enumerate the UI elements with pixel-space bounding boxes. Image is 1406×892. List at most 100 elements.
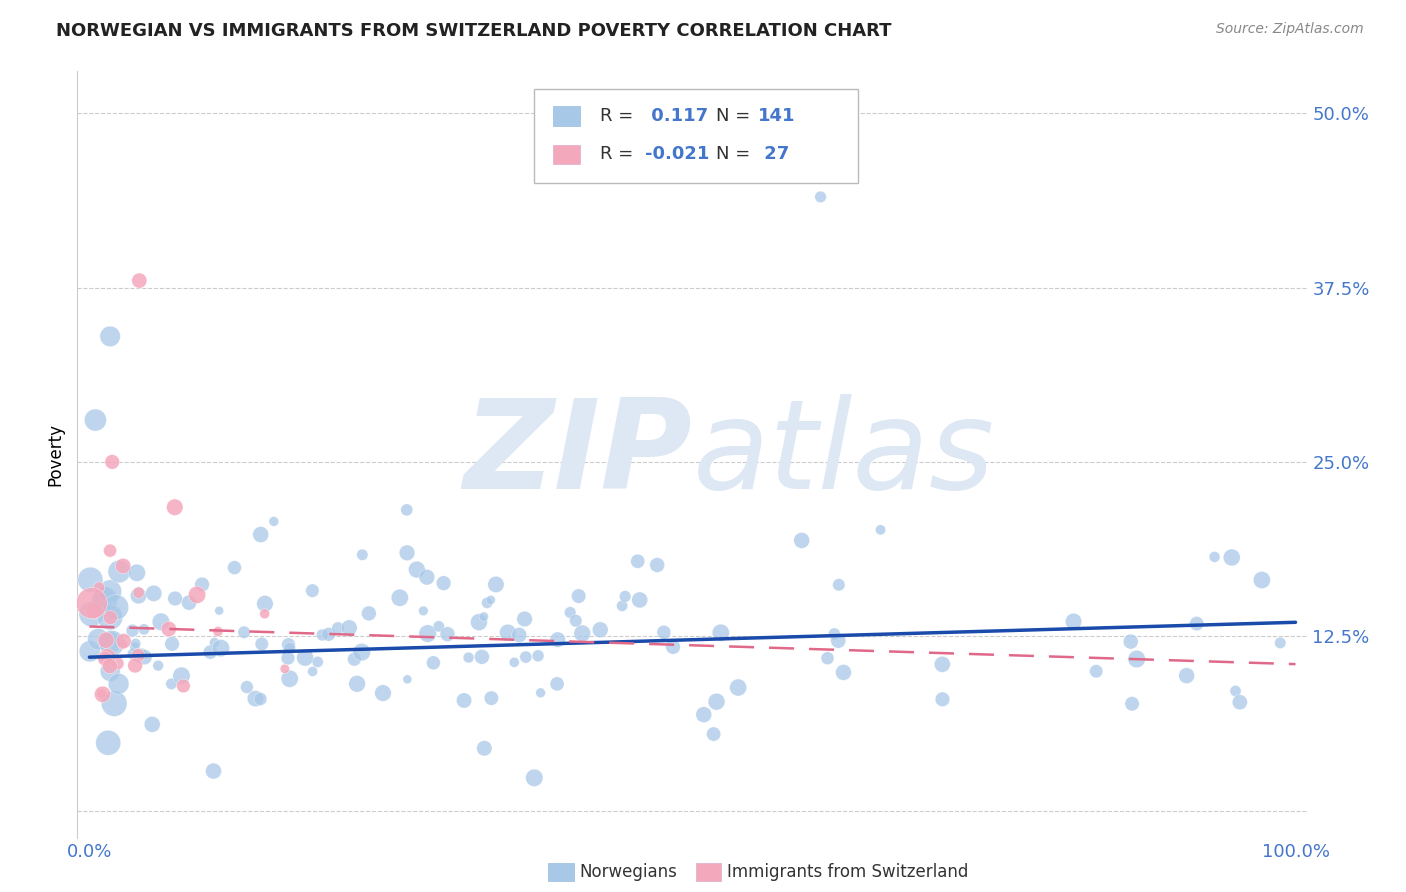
Point — [160, 637, 183, 651]
Point — [94, 633, 117, 648]
Point — [1121, 697, 1143, 711]
Point — [869, 523, 891, 537]
Point — [496, 625, 519, 640]
Point — [125, 566, 148, 580]
Point — [127, 648, 149, 663]
Point — [277, 638, 299, 652]
Point — [301, 583, 323, 598]
Point — [357, 607, 380, 621]
Point — [1175, 668, 1198, 682]
Point — [125, 636, 148, 650]
Point — [149, 615, 172, 629]
Point — [79, 573, 101, 587]
Point — [80, 607, 103, 621]
Point — [202, 764, 225, 778]
Point — [817, 651, 839, 665]
Point — [87, 632, 110, 647]
Point — [1229, 695, 1251, 709]
Point — [98, 610, 121, 624]
Point — [107, 677, 129, 691]
Point — [1270, 636, 1292, 650]
Point — [134, 650, 156, 665]
Point — [141, 717, 163, 731]
Point — [209, 641, 232, 656]
Point — [523, 771, 546, 785]
Point — [565, 614, 588, 628]
Point — [263, 515, 285, 529]
Point — [208, 604, 231, 618]
Point — [1063, 615, 1085, 629]
Point — [93, 591, 115, 605]
Point — [832, 665, 855, 680]
Text: NORWEGIAN VS IMMIGRANTS FROM SWITZERLAND POVERTY CORRELATION CHART: NORWEGIAN VS IMMIGRANTS FROM SWITZERLAND… — [56, 22, 891, 40]
Point — [204, 635, 226, 649]
Point — [253, 607, 276, 621]
Point — [571, 626, 593, 640]
Point — [245, 691, 267, 706]
Point — [128, 274, 150, 288]
Point — [307, 655, 329, 669]
Point — [396, 546, 419, 560]
Point — [165, 591, 187, 606]
Point — [277, 651, 299, 665]
Point — [485, 577, 508, 591]
Point — [94, 651, 117, 665]
Point — [112, 559, 135, 574]
Point — [346, 677, 368, 691]
Point — [79, 644, 101, 658]
Point — [157, 622, 180, 636]
Point — [1220, 550, 1243, 565]
Point — [396, 673, 419, 687]
Point — [318, 627, 340, 641]
Point — [98, 659, 121, 673]
Point — [98, 584, 121, 599]
Point — [124, 640, 146, 655]
Point — [142, 586, 165, 600]
Point — [589, 623, 612, 637]
Point — [326, 621, 349, 635]
Text: Source: ZipAtlas.com: Source: ZipAtlas.com — [1216, 22, 1364, 37]
Point — [703, 727, 725, 741]
Point — [727, 681, 749, 695]
Point — [828, 578, 851, 592]
Point — [343, 652, 366, 666]
Point — [352, 548, 374, 562]
Point — [98, 543, 121, 558]
Point — [350, 645, 373, 659]
Point — [810, 190, 832, 204]
Text: atlas: atlas — [693, 394, 994, 516]
Point — [568, 589, 591, 603]
Point — [131, 647, 153, 661]
Point — [427, 619, 450, 633]
Point — [98, 635, 121, 649]
Point — [80, 596, 103, 610]
Text: ZIP: ZIP — [464, 394, 693, 516]
Point — [186, 588, 208, 602]
Text: 0.117: 0.117 — [645, 107, 709, 125]
Text: -0.021: -0.021 — [645, 145, 710, 163]
Point — [479, 593, 502, 607]
Point — [433, 576, 456, 591]
Point — [233, 625, 256, 640]
Point — [1125, 652, 1147, 666]
Point — [111, 638, 134, 652]
Point — [278, 672, 301, 686]
Point — [547, 632, 569, 647]
Point — [706, 695, 728, 709]
Point — [278, 641, 301, 656]
Point — [121, 624, 143, 638]
Point — [93, 592, 115, 607]
Point — [105, 600, 128, 615]
Point — [662, 640, 685, 654]
Point — [371, 686, 394, 700]
Point — [790, 533, 813, 548]
Point — [416, 570, 439, 584]
Point — [1085, 665, 1108, 679]
Point — [128, 585, 150, 599]
Point — [388, 591, 411, 605]
Point — [416, 626, 439, 640]
Point — [453, 693, 475, 707]
Text: R =: R = — [600, 145, 640, 163]
Point — [207, 624, 229, 639]
Point — [98, 610, 121, 624]
